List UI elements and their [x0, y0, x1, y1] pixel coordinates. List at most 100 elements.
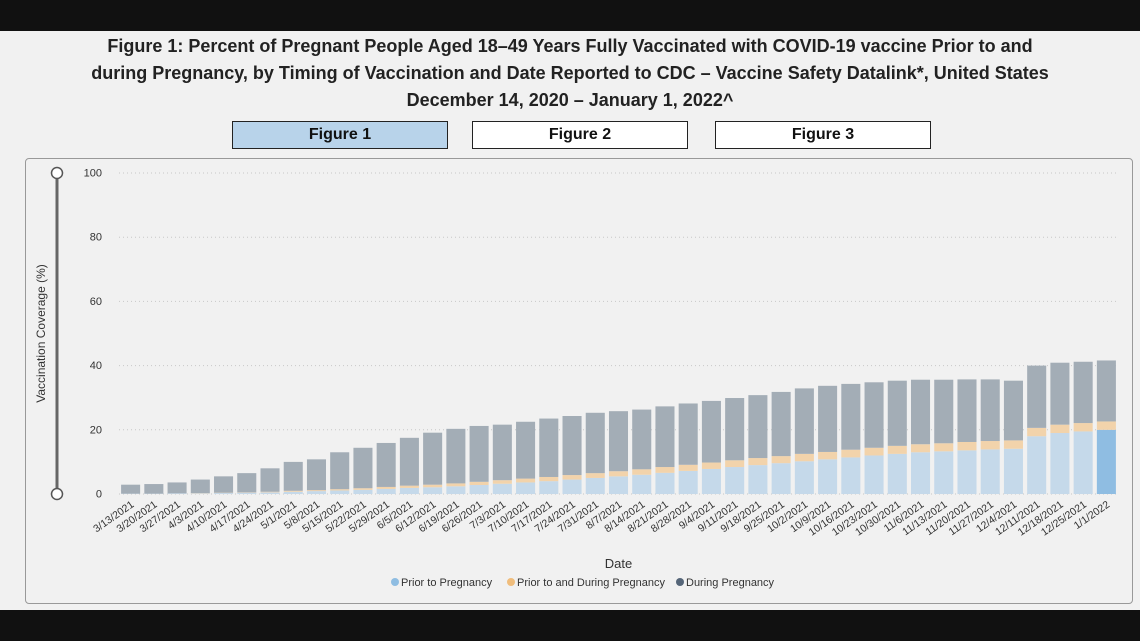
- bar-prior-to-pregnancy[interactable]: [562, 479, 582, 494]
- bar-during-pregnancy[interactable]: [330, 452, 350, 490]
- bar-during-pregnancy[interactable]: [632, 409, 652, 470]
- bar-prior-and-during-pregnancy[interactable]: [283, 490, 303, 492]
- bar-during-pregnancy[interactable]: [1073, 361, 1093, 424]
- bar-prior-and-during-pregnancy[interactable]: [864, 447, 884, 456]
- bar-prior-and-during-pregnancy[interactable]: [562, 475, 582, 480]
- bar-prior-and-during-pregnancy[interactable]: [1003, 440, 1023, 449]
- bar-prior-to-pregnancy[interactable]: [725, 467, 745, 494]
- bar-prior-and-during-pregnancy[interactable]: [911, 444, 931, 453]
- bar-during-pregnancy[interactable]: [399, 437, 419, 486]
- bar-prior-and-during-pregnancy[interactable]: [818, 451, 838, 460]
- bar-during-pregnancy[interactable]: [725, 398, 745, 461]
- bar-prior-and-during-pregnancy[interactable]: [446, 483, 466, 487]
- bar-prior-and-during-pregnancy[interactable]: [539, 476, 559, 482]
- bar-during-pregnancy[interactable]: [562, 416, 582, 476]
- bar-prior-to-pregnancy[interactable]: [1096, 429, 1116, 494]
- range-slider-handle-bottom[interactable]: [50, 487, 64, 501]
- bar-prior-and-during-pregnancy[interactable]: [1050, 424, 1070, 434]
- bar-prior-to-pregnancy[interactable]: [237, 492, 257, 494]
- bar-prior-and-during-pregnancy[interactable]: [957, 442, 977, 451]
- bar-prior-to-pregnancy[interactable]: [283, 491, 303, 494]
- bar-during-pregnancy[interactable]: [1050, 362, 1070, 425]
- legend-marker[interactable]: [391, 578, 399, 586]
- bar-prior-and-during-pregnancy[interactable]: [771, 456, 791, 464]
- bar-prior-and-during-pregnancy[interactable]: [1096, 421, 1116, 430]
- bar-during-pregnancy[interactable]: [423, 432, 443, 485]
- bar-prior-and-during-pregnancy[interactable]: [516, 478, 536, 483]
- bar-during-pregnancy[interactable]: [911, 379, 931, 445]
- bar-prior-to-pregnancy[interactable]: [516, 482, 536, 494]
- tab-figure-3[interactable]: Figure 3: [715, 121, 931, 149]
- bar-prior-and-during-pregnancy[interactable]: [841, 449, 861, 458]
- bar-during-pregnancy[interactable]: [794, 388, 814, 454]
- bar-prior-to-pregnancy[interactable]: [864, 455, 884, 494]
- bar-prior-to-pregnancy[interactable]: [934, 451, 954, 494]
- bar-prior-to-pregnancy[interactable]: [585, 477, 605, 494]
- bar-during-pregnancy[interactable]: [1096, 360, 1116, 422]
- bar-prior-to-pregnancy[interactable]: [1003, 448, 1023, 494]
- bar-prior-to-pregnancy[interactable]: [678, 470, 698, 494]
- bar-prior-to-pregnancy[interactable]: [190, 493, 210, 494]
- bar-during-pregnancy[interactable]: [1003, 380, 1023, 441]
- bar-during-pregnancy[interactable]: [237, 473, 257, 493]
- bar-during-pregnancy[interactable]: [585, 412, 605, 474]
- bar-prior-to-pregnancy[interactable]: [957, 450, 977, 494]
- bar-prior-to-pregnancy[interactable]: [748, 465, 768, 494]
- bar-during-pregnancy[interactable]: [539, 418, 559, 477]
- legend-marker[interactable]: [507, 578, 515, 586]
- bar-prior-and-during-pregnancy[interactable]: [980, 441, 1000, 450]
- bar-during-pregnancy[interactable]: [214, 476, 234, 493]
- bar-prior-and-during-pregnancy[interactable]: [376, 486, 396, 489]
- bar-during-pregnancy[interactable]: [678, 403, 698, 465]
- bar-prior-to-pregnancy[interactable]: [353, 489, 373, 494]
- bar-prior-to-pregnancy[interactable]: [794, 461, 814, 494]
- bar-prior-to-pregnancy[interactable]: [423, 487, 443, 494]
- bar-during-pregnancy[interactable]: [980, 379, 1000, 442]
- bar-prior-to-pregnancy[interactable]: [446, 486, 466, 494]
- bar-prior-to-pregnancy[interactable]: [1073, 431, 1093, 494]
- bar-prior-to-pregnancy[interactable]: [655, 472, 675, 494]
- bar-prior-to-pregnancy[interactable]: [399, 487, 419, 494]
- bar-prior-to-pregnancy[interactable]: [980, 449, 1000, 494]
- bar-during-pregnancy[interactable]: [608, 411, 629, 472]
- bar-prior-to-pregnancy[interactable]: [841, 457, 861, 494]
- bar-prior-to-pregnancy[interactable]: [214, 493, 234, 494]
- bar-during-pregnancy[interactable]: [818, 385, 838, 452]
- bar-prior-to-pregnancy[interactable]: [306, 491, 326, 494]
- bar-prior-and-during-pregnancy[interactable]: [701, 462, 721, 469]
- bar-during-pregnancy[interactable]: [1027, 365, 1047, 428]
- bar-prior-and-during-pregnancy[interactable]: [330, 489, 350, 491]
- tab-figure-1[interactable]: Figure 1: [232, 121, 448, 149]
- bar-during-pregnancy[interactable]: [516, 421, 536, 479]
- bar-during-pregnancy[interactable]: [841, 383, 861, 450]
- bar-prior-and-during-pregnancy[interactable]: [678, 464, 698, 471]
- bar-prior-and-during-pregnancy[interactable]: [1027, 427, 1047, 437]
- bar-prior-and-during-pregnancy[interactable]: [469, 481, 489, 486]
- bar-during-pregnancy[interactable]: [121, 484, 141, 494]
- bar-prior-and-during-pregnancy[interactable]: [655, 467, 675, 473]
- bar-prior-and-during-pregnancy[interactable]: [794, 453, 814, 462]
- bar-prior-and-during-pregnancy[interactable]: [306, 490, 326, 492]
- bar-prior-to-pregnancy[interactable]: [771, 463, 791, 494]
- bar-prior-to-pregnancy[interactable]: [701, 468, 721, 494]
- range-slider-handle-top[interactable]: [50, 166, 64, 180]
- bar-prior-and-during-pregnancy[interactable]: [423, 484, 443, 488]
- bar-during-pregnancy[interactable]: [655, 406, 675, 468]
- bar-prior-to-pregnancy[interactable]: [539, 481, 559, 494]
- bar-during-pregnancy[interactable]: [260, 468, 280, 492]
- bar-prior-to-pregnancy[interactable]: [167, 493, 187, 494]
- bar-prior-to-pregnancy[interactable]: [1050, 433, 1070, 494]
- bar-during-pregnancy[interactable]: [701, 400, 721, 463]
- bar-prior-and-during-pregnancy[interactable]: [585, 473, 605, 478]
- bar-during-pregnancy[interactable]: [446, 428, 466, 484]
- bar-prior-and-during-pregnancy[interactable]: [934, 443, 954, 452]
- bar-prior-to-pregnancy[interactable]: [632, 474, 652, 494]
- bar-during-pregnancy[interactable]: [190, 479, 210, 494]
- bar-prior-to-pregnancy[interactable]: [608, 476, 629, 494]
- bar-during-pregnancy[interactable]: [492, 424, 512, 481]
- legend-marker[interactable]: [676, 578, 684, 586]
- bar-prior-to-pregnancy[interactable]: [330, 490, 350, 494]
- bar-prior-to-pregnancy[interactable]: [818, 459, 838, 494]
- bar-during-pregnancy[interactable]: [283, 461, 303, 491]
- bar-prior-to-pregnancy[interactable]: [376, 488, 396, 494]
